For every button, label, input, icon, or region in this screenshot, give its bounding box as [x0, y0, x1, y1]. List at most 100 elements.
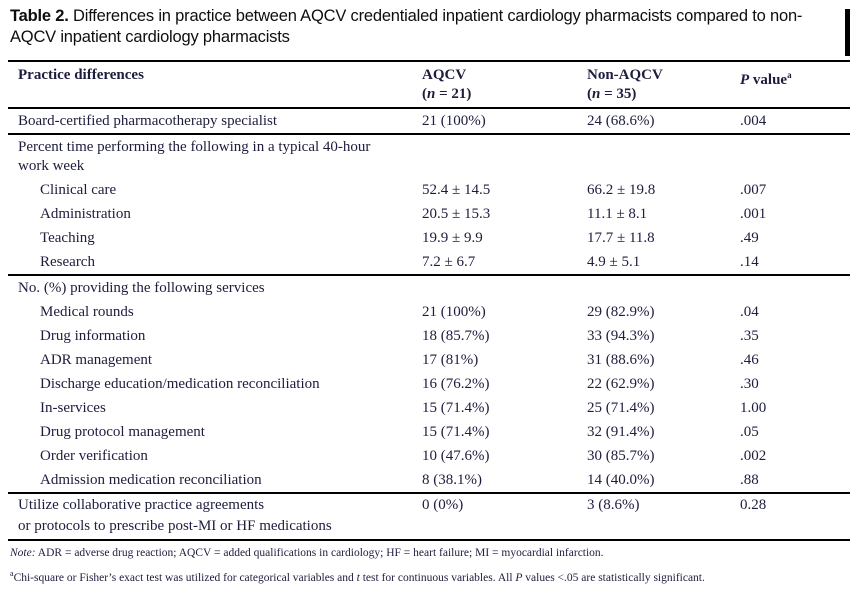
- non-aqcv-value: 4.9 ± 5.1: [587, 254, 641, 270]
- row-label: Utilize collaborative practice agreement…: [18, 497, 265, 513]
- row-label-cell: Clinical care: [8, 178, 422, 202]
- note-label: Note:: [10, 547, 36, 559]
- table-row: Drug information 18 (85.7%) 33 (94.3%) .…: [8, 324, 850, 348]
- table-title: Table 2. Differences in practice between…: [10, 6, 832, 48]
- aqcv-value: 18 (85.7%): [422, 328, 490, 344]
- p-value: .001: [740, 206, 767, 222]
- title-vertical-rule: [845, 9, 850, 56]
- table-body: Board-certified pharmacotherapy speciali…: [8, 109, 850, 539]
- non-aqcv-value: 17.7 ± 11.8: [587, 230, 655, 246]
- p-value: .35: [740, 328, 759, 344]
- non-aqcv-value: 33 (94.3%): [587, 328, 655, 344]
- row-label: Drug information: [40, 328, 146, 344]
- table-row: Drug protocol management 15 (71.4%) 32 (…: [8, 420, 850, 444]
- table-row: Administration 20.5 ± 15.3 11.1 ± 8.1 .0…: [8, 202, 850, 226]
- aqcv-value: 19.9 ± 9.9: [422, 230, 483, 246]
- p-value: .004: [740, 113, 767, 129]
- row-label: Administration: [40, 206, 131, 222]
- p-value: 0.28: [740, 497, 767, 513]
- p-value: .007: [740, 182, 767, 198]
- table-row: Admission medication reconciliation 8 (3…: [8, 468, 850, 494]
- row-label: Admission medication reconciliation: [40, 472, 262, 488]
- row-label: Discharge education/medication reconcili…: [40, 376, 320, 392]
- table-row: No. (%) providing the following services: [8, 276, 850, 300]
- p-value: .04: [740, 304, 759, 320]
- table-title-number: Table 2.: [10, 7, 69, 25]
- aqcv-value: 17 (81%): [422, 352, 479, 368]
- table-row: Utilize collaborative practice agreement…: [8, 494, 850, 539]
- row-label-cell: Admission medication reconciliation: [8, 468, 422, 492]
- row-label: Order verification: [40, 448, 148, 464]
- table-row: Order verification 10 (47.6%) 30 (85.7%)…: [8, 444, 850, 468]
- p-value: .14: [740, 254, 759, 270]
- non-aqcv-value: 11.1 ± 8.1: [587, 206, 648, 222]
- row-label-cell: Drug protocol management: [8, 420, 422, 444]
- non-aqcv-value: 29 (82.9%): [587, 304, 655, 320]
- aqcv-value: 15 (71.4%): [422, 400, 490, 416]
- aqcv-value: 20.5 ± 15.3: [422, 206, 491, 222]
- row-label-cell: In-services: [8, 396, 422, 420]
- non-aqcv-value: 25 (71.4%): [587, 400, 655, 416]
- row-label: ADR management: [40, 352, 153, 368]
- p-value: .05: [740, 424, 759, 440]
- non-aqcv-value: 32 (91.4%): [587, 424, 655, 440]
- aqcv-value: 10 (47.6%): [422, 448, 490, 464]
- non-aqcv-value: 22 (62.9%): [587, 376, 655, 392]
- practice-differences-table: Practice differences AQCV (n = 21) Non-A…: [8, 60, 850, 541]
- non-aqcv-value: 14 (40.0%): [587, 472, 655, 488]
- aqcv-value: 21 (100%): [422, 113, 486, 129]
- p-value: .46: [740, 352, 759, 368]
- row-label: Medical rounds: [40, 304, 134, 320]
- column-header-n-count: (n = 35): [587, 86, 637, 102]
- table-row: Percent time performing the following in…: [8, 135, 850, 178]
- table-row: Medical rounds 21 (100%) 29 (82.9%) .04: [8, 300, 850, 324]
- non-aqcv-value: 66.2 ± 19.8: [587, 182, 656, 198]
- p-value: .88: [740, 472, 759, 488]
- row-label-cell: Percent time performing the following in…: [8, 138, 422, 176]
- row-label-line2: work week: [18, 158, 85, 174]
- non-aqcv-value: 30 (85.7%): [587, 448, 655, 464]
- table-row: Board-certified pharmacotherapy speciali…: [8, 109, 850, 135]
- non-aqcv-value: 24 (68.6%): [587, 113, 655, 129]
- aqcv-value: 21 (100%): [422, 304, 486, 320]
- aqcv-value: 16 (76.2%): [422, 376, 490, 392]
- row-label: Board-certified pharmacotherapy speciali…: [18, 113, 278, 129]
- aqcv-value: 52.4 ± 14.5: [422, 182, 491, 198]
- row-label: Clinical care: [40, 182, 117, 198]
- aqcv-value: 7.2 ± 6.7: [422, 254, 476, 270]
- row-label: Drug protocol management: [40, 424, 205, 440]
- column-header-label: Non-AQCV: [587, 67, 663, 83]
- aqcv-value: 8 (38.1%): [422, 472, 482, 488]
- statistics-footnote: aChi-square or Fisher’s exact test was u…: [10, 569, 705, 584]
- table-row: In-services 15 (71.4%) 25 (71.4%) 1.00: [8, 396, 850, 420]
- column-header-label: Practice differences: [18, 67, 144, 83]
- table-title-text: Differences in practice between AQCV cre…: [10, 7, 803, 46]
- footnote-marker: a: [787, 70, 792, 80]
- row-label-cell: Board-certified pharmacotherapy speciali…: [8, 109, 422, 133]
- column-header-practice-differences: Practice differences: [8, 66, 422, 85]
- table-row: Discharge education/medication reconcili…: [8, 372, 850, 396]
- table-header-row: Practice differences AQCV (n = 21) Non-A…: [8, 62, 850, 109]
- row-label: In-services: [40, 400, 106, 416]
- row-label-cell: Teaching: [8, 226, 422, 250]
- row-label-line2: or protocols to prescribe post-MI or HF …: [18, 518, 332, 534]
- row-label: Research: [40, 254, 95, 270]
- column-header-aqcv: AQCV (n = 21): [422, 66, 587, 104]
- row-label-cell: No. (%) providing the following services: [8, 279, 422, 298]
- p-value: 1.00: [740, 400, 767, 416]
- row-label-cell: Drug information: [8, 324, 422, 348]
- table-row: Research 7.2 ± 6.7 4.9 ± 5.1 .14: [8, 250, 850, 276]
- column-header-label: AQCV: [422, 67, 467, 83]
- footnote-marker: a: [10, 569, 14, 578]
- row-label-cell: Research: [8, 250, 422, 274]
- p-value: .49: [740, 230, 759, 246]
- p-value: .30: [740, 376, 759, 392]
- row-label: Percent time performing the following in…: [18, 139, 371, 155]
- table-row: Teaching 19.9 ± 9.9 17.7 ± 11.8 .49: [8, 226, 850, 250]
- column-header-n-count: (n = 21): [422, 86, 472, 102]
- table-footnotes: Note: ADR = adverse drug reaction; AQCV …: [10, 545, 850, 590]
- row-label-cell: Discharge education/medication reconcili…: [8, 372, 422, 396]
- non-aqcv-value: 3 (8.6%): [587, 497, 640, 513]
- aqcv-value: 15 (71.4%): [422, 424, 490, 440]
